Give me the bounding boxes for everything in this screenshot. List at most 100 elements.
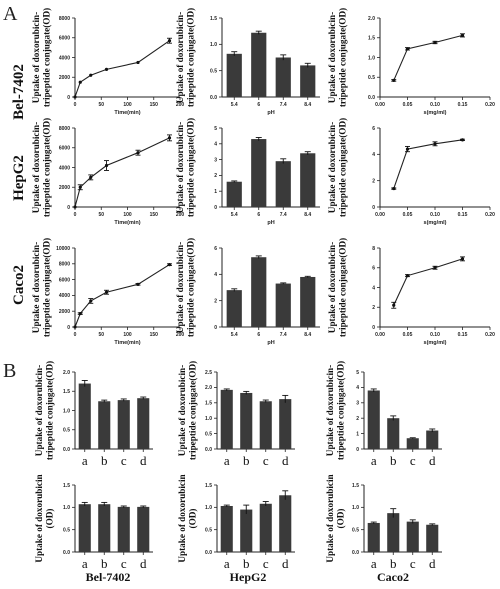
x-tick-label: 200 xyxy=(176,212,185,218)
x-tick-label: d xyxy=(282,556,289,571)
y-axis-label: tripeptide conjugate(OD) xyxy=(41,8,51,107)
y-tick-label: 4000 xyxy=(59,165,70,171)
y-axis-label: tripeptide conjugate(OD) xyxy=(337,238,347,337)
y-tick-label: 0.5 xyxy=(63,527,70,533)
x-tick-label: 5.4 xyxy=(231,212,238,218)
bar-d xyxy=(137,506,150,552)
y-tick-label: 2.0 xyxy=(63,370,70,376)
x-tick-label: 7.4 xyxy=(280,332,287,338)
x-axis-label: pH xyxy=(267,340,274,346)
series-line xyxy=(74,264,170,328)
y-tick-label: 1.0 xyxy=(352,505,359,511)
y-axis-label: Uptake of doxorubicin- xyxy=(175,12,185,103)
y-tick-label: 5 xyxy=(214,126,217,132)
bar-7.4 xyxy=(275,283,291,327)
y-axis-label: tripeptide conjugate(OD) xyxy=(185,238,195,337)
x-tick-label: 0.15 xyxy=(458,212,468,218)
x-tick-label: 8.4 xyxy=(304,102,311,108)
data-point xyxy=(104,290,109,294)
bar-b xyxy=(240,392,253,449)
y-tick-label: 3 xyxy=(356,401,359,407)
bar-b xyxy=(98,504,111,552)
bar-c xyxy=(259,503,272,552)
y-tick-label: 0.5 xyxy=(368,75,375,81)
y-axis-label: Uptake of doxorubicin xyxy=(325,474,335,562)
chart-B-Bel-conj: 0.0 0.5 1.0 1.5 2.0 Uptake of doxorubicin-tri… xyxy=(34,361,153,468)
y-tick-label: 0 xyxy=(372,325,375,331)
bar-6 xyxy=(251,139,267,207)
data-point xyxy=(392,303,396,307)
x-tick-label: 0 xyxy=(74,332,77,338)
bar-a xyxy=(220,389,233,449)
bar-8.4 xyxy=(300,153,316,207)
data-point xyxy=(104,163,109,168)
data-point xyxy=(392,186,396,191)
bar-b xyxy=(387,513,400,552)
y-tick-label: 2.0 xyxy=(368,16,375,22)
y-axis-label: Uptake of doxorubicin- xyxy=(31,122,41,213)
y-tick-label: 1.0 xyxy=(205,505,212,511)
x-tick-label: 0.20 xyxy=(485,212,495,218)
data-point xyxy=(405,147,410,151)
data-point xyxy=(433,266,437,270)
chart-B-Caco-conj: 0 1 2 3 4 5 Uptake of doxorubicin-tripeptide c… xyxy=(325,361,442,468)
x-tick-label: d xyxy=(429,453,436,468)
bar-c xyxy=(117,506,130,552)
y-axis-label: tripeptide conjugate(OD) xyxy=(44,361,54,460)
data-point xyxy=(460,33,465,37)
y-tick-label: 2000 xyxy=(59,185,70,191)
bar-c xyxy=(259,401,272,449)
x-tick-label: b xyxy=(243,453,250,468)
x-tick-label: a xyxy=(371,453,377,468)
x-axis-label: s(mg/ml) xyxy=(424,110,447,116)
y-axis-label: tripeptide conjugate(OD) xyxy=(187,361,197,460)
y-tick-label: 8000 xyxy=(59,262,70,268)
data-point xyxy=(167,136,172,140)
y-tick-label: 6000 xyxy=(59,146,70,152)
y-axis-label: Uptake of doxorubicin xyxy=(177,474,187,562)
x-tick-label: 0.20 xyxy=(485,332,495,338)
y-tick-label: 8000 xyxy=(59,126,70,132)
x-tick-label: 150 xyxy=(150,102,159,108)
y-axis-label: Uptake of doxorubicin- xyxy=(327,122,337,213)
x-tick-label: a xyxy=(224,453,230,468)
x-tick-label: d xyxy=(429,556,436,571)
x-tick-label: d xyxy=(140,556,147,571)
x-tick-label: 6 xyxy=(257,102,260,108)
y-tick-label: 0.0 xyxy=(63,550,70,556)
y-tick-label: 5 xyxy=(356,370,359,376)
series-line xyxy=(74,40,170,98)
y-axis-label: tripeptide conjugate(OD) xyxy=(185,8,195,107)
x-tick-label: 100 xyxy=(123,212,132,218)
data-point xyxy=(460,257,465,261)
y-tick-label: 10000 xyxy=(56,246,70,252)
y-tick-label: 0.5 xyxy=(210,68,217,74)
x-tick-label: 5.4 xyxy=(231,332,238,338)
x-tick-label: 50 xyxy=(98,102,104,108)
bar-a xyxy=(367,522,380,552)
row-label-hepg2: HepG2 xyxy=(11,155,27,201)
bar-6 xyxy=(251,32,267,97)
bar-b xyxy=(240,509,253,552)
data-point xyxy=(78,80,82,84)
bar-a xyxy=(367,390,380,449)
col-label-hepg2: HepG2 xyxy=(230,570,267,584)
y-axis-label: Uptake of doxorubicin- xyxy=(31,12,41,103)
data-point xyxy=(405,47,410,51)
x-tick-label: c xyxy=(410,556,416,571)
x-tick-label: 0.05 xyxy=(403,212,413,218)
x-tick-label: 50 xyxy=(98,332,104,338)
bar-b xyxy=(98,401,111,449)
data-point xyxy=(89,299,93,303)
bar-a xyxy=(78,383,91,449)
x-tick-label: d xyxy=(282,453,289,468)
y-axis-label: tripeptide conjugate(OD) xyxy=(41,238,51,337)
y-tick-label: 0.5 xyxy=(205,431,212,437)
x-tick-label: a xyxy=(82,453,88,468)
x-axis-label: Time(min) xyxy=(114,340,140,346)
chart-B-Hep-conj: 0.0 0.5 1.0 1.5 2.0 2.5 Uptake of doxorubicin-… xyxy=(177,361,295,468)
y-tick-label: 0 xyxy=(356,447,359,453)
y-tick-label: 1.5 xyxy=(210,16,217,22)
